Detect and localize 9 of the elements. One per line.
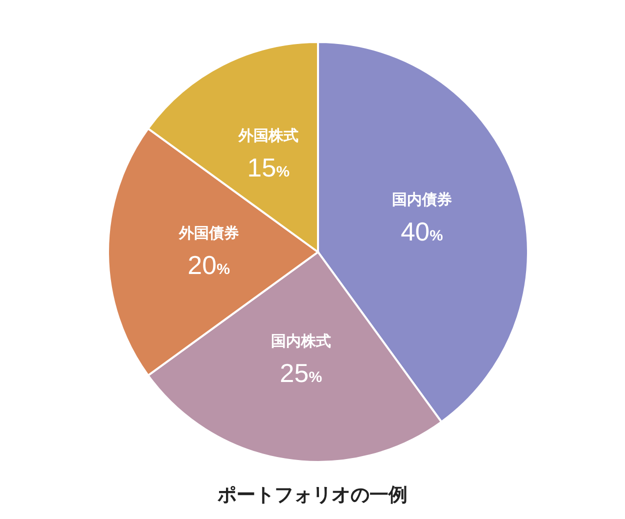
slice-label: 国内株式	[270, 332, 331, 350]
slice-label: 外国債券	[178, 224, 239, 242]
data-label: 20%	[188, 250, 230, 280]
data-label: 40%	[400, 216, 443, 246]
text: ポートフォリオの一例	[216, 483, 408, 508]
data-label: 15%	[247, 152, 290, 183]
slice-label: 外国株式	[237, 126, 298, 145]
slice-label: 国内債券	[392, 190, 452, 208]
data-label: 25%	[280, 358, 322, 388]
